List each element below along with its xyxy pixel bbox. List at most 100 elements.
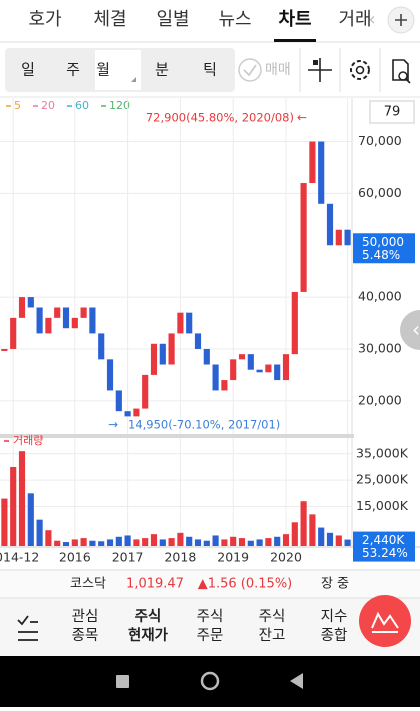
volume-bar bbox=[71, 539, 78, 546]
period-button[interactable]: 주 bbox=[66, 61, 80, 79]
period-button[interactable]: 틱 bbox=[203, 61, 217, 79]
nav-item[interactable]: 종합 bbox=[321, 627, 348, 644]
volume-bar bbox=[212, 535, 219, 546]
search-doc-button[interactable] bbox=[392, 59, 411, 84]
tab[interactable]: 거래 bbox=[338, 9, 371, 30]
add-icon bbox=[395, 14, 407, 26]
volume-bar bbox=[186, 536, 193, 546]
high-arrow: ← bbox=[297, 111, 307, 125]
candle bbox=[10, 317, 17, 349]
market-status: 장 중 bbox=[321, 577, 349, 592]
menu-button[interactable] bbox=[17, 615, 38, 641]
tab[interactable]: 일별 bbox=[156, 9, 189, 30]
volume-bar bbox=[238, 538, 246, 546]
tab[interactable]: 뉴스 bbox=[218, 9, 251, 30]
dropdown-mark bbox=[131, 77, 136, 82]
market-change: ▲1.56 (0.15%) bbox=[198, 577, 293, 592]
nav-item[interactable]: 주문 bbox=[197, 628, 224, 644]
candle bbox=[212, 364, 219, 391]
period-button[interactable]: 분 bbox=[155, 61, 169, 79]
volume-bar bbox=[256, 539, 263, 546]
volume-bar bbox=[159, 539, 166, 546]
candle bbox=[256, 369, 263, 373]
volume-bar bbox=[230, 536, 237, 546]
candle bbox=[89, 307, 96, 334]
side-handle[interactable] bbox=[400, 310, 420, 350]
nav-item[interactable]: 주식 bbox=[259, 608, 286, 625]
candle bbox=[291, 291, 298, 355]
candle bbox=[27, 297, 34, 308]
nav-item[interactable]: 주식 bbox=[197, 608, 224, 625]
volume-bar bbox=[27, 493, 34, 546]
pane-divider bbox=[0, 434, 354, 438]
y-tick-label: 20,000 bbox=[358, 392, 402, 407]
candle bbox=[265, 364, 272, 373]
home-button[interactable] bbox=[200, 671, 220, 691]
nav-item[interactable]: 잔고 bbox=[259, 627, 286, 644]
volume-tick-label: 15,000K bbox=[356, 498, 409, 513]
volume-box-value: 2,440K bbox=[362, 533, 405, 547]
x-tick-label: 2017 bbox=[112, 550, 144, 565]
low-arrow: → bbox=[108, 418, 118, 432]
period-button[interactable]: 일 bbox=[21, 61, 35, 79]
tab[interactable]: 차트 bbox=[278, 9, 311, 30]
volume-bar bbox=[177, 532, 184, 546]
candle bbox=[80, 307, 87, 318]
back-button[interactable] bbox=[290, 673, 303, 689]
candle bbox=[194, 333, 202, 349]
trade-toggle-label[interactable]: 매매 bbox=[265, 62, 291, 78]
candle bbox=[150, 343, 158, 375]
nav-item[interactable]: 종목 bbox=[72, 628, 99, 644]
volume-bar bbox=[36, 519, 43, 546]
volume-label: 거래량 bbox=[13, 434, 43, 447]
volume-bar bbox=[45, 530, 52, 546]
volume-tick-label: 25,000K bbox=[356, 472, 409, 487]
fab-icon bbox=[371, 611, 399, 629]
volume-bar bbox=[142, 538, 149, 546]
market-name: 코스닥 bbox=[70, 577, 106, 592]
legend-label: 5 bbox=[14, 99, 21, 112]
legend-label: 20 bbox=[41, 99, 55, 112]
trade-check[interactable] bbox=[238, 58, 262, 82]
settings-button[interactable] bbox=[350, 60, 370, 80]
volume-bar bbox=[150, 534, 158, 546]
candle bbox=[186, 312, 193, 334]
volume-bar bbox=[89, 540, 96, 546]
nav-item[interactable]: 현재가 bbox=[128, 627, 169, 644]
volume-bar bbox=[203, 540, 210, 546]
price-box-change: 5.48% bbox=[362, 248, 400, 262]
recent-button[interactable] bbox=[116, 675, 129, 688]
candle bbox=[106, 359, 114, 391]
volume-box-change: 53.24% bbox=[362, 546, 408, 560]
volume-bar bbox=[309, 514, 316, 546]
candle bbox=[318, 141, 325, 204]
period-button[interactable]: 월 bbox=[96, 61, 110, 79]
candle bbox=[247, 354, 254, 370]
volume-bar bbox=[54, 540, 61, 546]
candle bbox=[159, 343, 166, 365]
candle bbox=[282, 354, 290, 381]
tab[interactable]: 호가 bbox=[28, 9, 61, 30]
nav-item[interactable]: 지수 bbox=[321, 608, 348, 625]
candle bbox=[326, 203, 334, 246]
legend-label: 120 bbox=[109, 99, 130, 112]
top-box bbox=[369, 100, 415, 124]
tab[interactable]: 체결 bbox=[93, 9, 126, 30]
crosshair-button[interactable] bbox=[308, 58, 332, 82]
volume-bar bbox=[115, 536, 122, 546]
scroll-arrow[interactable]: ‹ bbox=[368, 9, 375, 30]
volume-bar bbox=[291, 522, 298, 546]
chart-fab[interactable] bbox=[359, 595, 411, 647]
candle bbox=[238, 354, 246, 360]
candle bbox=[124, 411, 131, 417]
candle bbox=[344, 229, 351, 246]
bottom-nav bbox=[0, 598, 420, 656]
nav-item[interactable]: 관심 bbox=[72, 608, 99, 625]
candle bbox=[18, 297, 26, 318]
volume-bar bbox=[335, 535, 342, 546]
candle bbox=[115, 390, 122, 412]
nav-item[interactable]: 주식 bbox=[135, 608, 162, 625]
price-box-value: 50,000 bbox=[362, 235, 404, 249]
y-tick-label: 40,000 bbox=[358, 289, 402, 304]
